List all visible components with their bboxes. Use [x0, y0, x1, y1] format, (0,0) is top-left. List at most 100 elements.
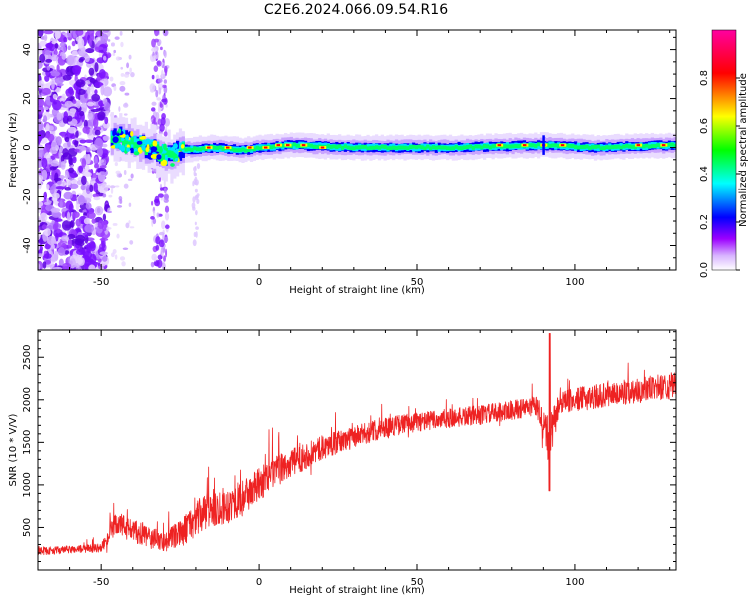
- spectrogram-band: [394, 146, 399, 151]
- spectrogram-noise: [163, 50, 167, 58]
- spectrogram-noise: [102, 193, 107, 198]
- spectrogram-blob: [110, 145, 117, 149]
- spectrogram-blob: [150, 146, 158, 152]
- spectrogram-noise: [196, 163, 201, 170]
- spectrogram-ticks: -50 0 50 100 -40 -20 0 20 40: [22, 30, 676, 288]
- spectrogram-noise: [59, 175, 65, 179]
- spectrogram-band: [517, 144, 521, 149]
- spectrogram-noise: [46, 65, 51, 71]
- spectrogram-noise: [94, 163, 100, 169]
- spectrogram-noise: [52, 183, 57, 190]
- spectrogram-band: [599, 146, 603, 151]
- spectrogram-band: [440, 145, 444, 150]
- spectrogram-noise: [123, 73, 130, 78]
- spectrogram-noise: [94, 62, 99, 73]
- spectrogram-noise: [92, 193, 100, 198]
- spectrogram-band: [215, 146, 220, 150]
- spectrogram-noise: [112, 223, 118, 226]
- spectrogram-band: [147, 141, 151, 149]
- spectrogram-noise: [88, 264, 96, 270]
- spectrogram-noise: [97, 159, 105, 163]
- spectrogram-band: [309, 143, 313, 148]
- spectrogram-noise: [51, 99, 62, 111]
- spectrogram-noise: [123, 103, 129, 108]
- spectrogram-noise: [151, 47, 157, 52]
- spectrogram-band: [483, 144, 487, 148]
- spectrogram-band: [375, 145, 379, 150]
- spectrogram-blob: [126, 144, 130, 149]
- spectrogram-noise: [112, 52, 116, 56]
- spectrogram-noise: [54, 218, 63, 222]
- spectrogram-noise: [49, 166, 57, 171]
- spectrogram-noise: [56, 112, 62, 121]
- spectrogram-band: [477, 144, 481, 149]
- spectrogram-noise: [56, 64, 60, 72]
- snr-ytick-label: 2000: [22, 387, 33, 412]
- spectrogram-noise: [57, 247, 66, 256]
- spectrogram-blob: [126, 147, 131, 152]
- spectrogram-panel: -50 0 50 100 -40 -20 0 20 40 Height of straight …: [8, 29, 677, 296]
- spectrogram-band: [656, 143, 660, 147]
- spectrogram-band: [420, 145, 424, 150]
- spectrogram-band: [443, 145, 447, 150]
- snr-ytick-label: 1500: [22, 430, 33, 455]
- spectrogram-noise: [118, 106, 121, 112]
- spectrogram-band: [465, 145, 470, 150]
- spectrogram-noise: [119, 31, 123, 36]
- spectrogram-band: [463, 145, 467, 150]
- spectrogram-band: [591, 145, 595, 150]
- spectrogram-noise: [165, 248, 168, 258]
- spectrogram-noise: [104, 116, 109, 125]
- spectrogram-noise: [85, 164, 90, 173]
- spectrogram-noise: [88, 67, 95, 76]
- spectrogram-noise: [156, 259, 163, 269]
- spectrogram-noise: [99, 165, 107, 169]
- spectrogram-band: [258, 146, 262, 151]
- spectrogram-noise: [97, 220, 105, 229]
- spectrogram-band: [431, 145, 436, 150]
- spectrogram-band: [630, 144, 635, 149]
- spectrogram-noise: [109, 185, 116, 189]
- spectrogram-noise: [63, 36, 68, 43]
- spectrogram-noise: [43, 34, 48, 42]
- spectrogram-ytick-label: 0: [22, 144, 33, 150]
- spectrogram-band: [340, 145, 345, 150]
- spectrogram-band: [417, 144, 421, 149]
- spectrogram-noise: [128, 220, 131, 224]
- spectrogram-noise: [127, 178, 133, 182]
- spectrogram-noise: [51, 140, 58, 151]
- spectrogram-noise: [41, 224, 47, 230]
- spectrogram-noise: [164, 68, 168, 77]
- spectrogram-noise: [77, 195, 85, 206]
- spectrogram-noise: [74, 148, 80, 153]
- spectrogram-noise: [107, 39, 111, 42]
- spectrogram-noise: [94, 82, 104, 87]
- spectrogram-band: [110, 135, 114, 143]
- spectrogram-noise: [66, 54, 76, 66]
- spectrogram-band: [306, 143, 311, 147]
- spectrogram-band: [480, 145, 484, 150]
- spectrogram-band: [642, 144, 646, 149]
- spectrogram-noise: [41, 157, 48, 169]
- spectrogram-noise: [156, 60, 162, 67]
- spectrogram-noise: [47, 133, 55, 142]
- spectrogram-blob: [170, 163, 175, 167]
- spectrogram-band: [380, 144, 384, 149]
- spectrogram-band: [446, 146, 450, 151]
- spectrogram-noise: [93, 196, 101, 201]
- spectrogram-noise: [59, 145, 64, 153]
- spectrogram-noise: [87, 112, 93, 121]
- spectrogram-noise: [94, 137, 104, 149]
- spectrogram-noise: [126, 62, 130, 69]
- spectrogram-band: [383, 145, 387, 149]
- spectrogram-noise: [54, 42, 59, 49]
- spectrogram-noise: [64, 136, 70, 143]
- spectrogram-noise: [94, 156, 98, 166]
- spectrogram-noise: [123, 113, 128, 116]
- spectrogram-ylabel: Frequency (Hz): [8, 112, 19, 188]
- spectrogram-noise: [50, 207, 61, 213]
- spectrogram-band: [633, 145, 637, 150]
- spectrogram-noise: [59, 42, 66, 47]
- spectrogram-band: [650, 144, 654, 149]
